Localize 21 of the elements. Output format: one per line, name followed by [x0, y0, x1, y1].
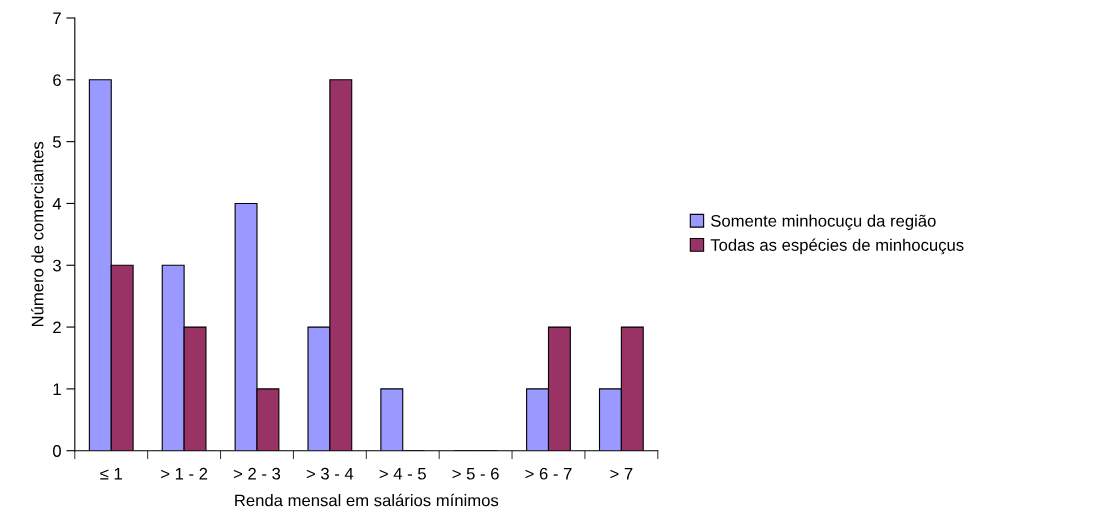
y-tick-label: 6	[53, 74, 61, 87]
y-tick-label: 7	[53, 12, 61, 25]
y-axis-title: Número de comerciantes	[31, 141, 44, 327]
y-tick-label: 0	[52, 445, 61, 457]
x-tick-label: > 4 - 5	[379, 467, 426, 480]
bar	[380, 388, 404, 451]
x-tick-label: > 2 - 3	[233, 467, 281, 480]
y-tick-label: 1	[53, 383, 61, 395]
x-tick-label: > 5 - 6	[452, 467, 499, 480]
y-tick-label: 4	[52, 198, 62, 210]
x-tick-label: > 3 - 4	[306, 467, 354, 480]
legend-label: Somente minhocuçu da região	[711, 214, 936, 231]
x-tick-label: > 1 - 2	[161, 467, 208, 480]
x-tick-label: > 6 - 7	[525, 467, 572, 480]
y-tick-label: 3	[52, 259, 61, 272]
x-tick-label: > 7	[610, 467, 633, 480]
x-tick-label: ≤ 1	[100, 467, 122, 480]
x-axis-title: Renda mensal em salários mínimos	[235, 493, 499, 507]
legend-label: Todas as espécies de minhocuçus	[710, 238, 964, 255]
y-tick-label: 2	[53, 321, 61, 334]
y-tick-label: 5	[53, 136, 61, 148]
